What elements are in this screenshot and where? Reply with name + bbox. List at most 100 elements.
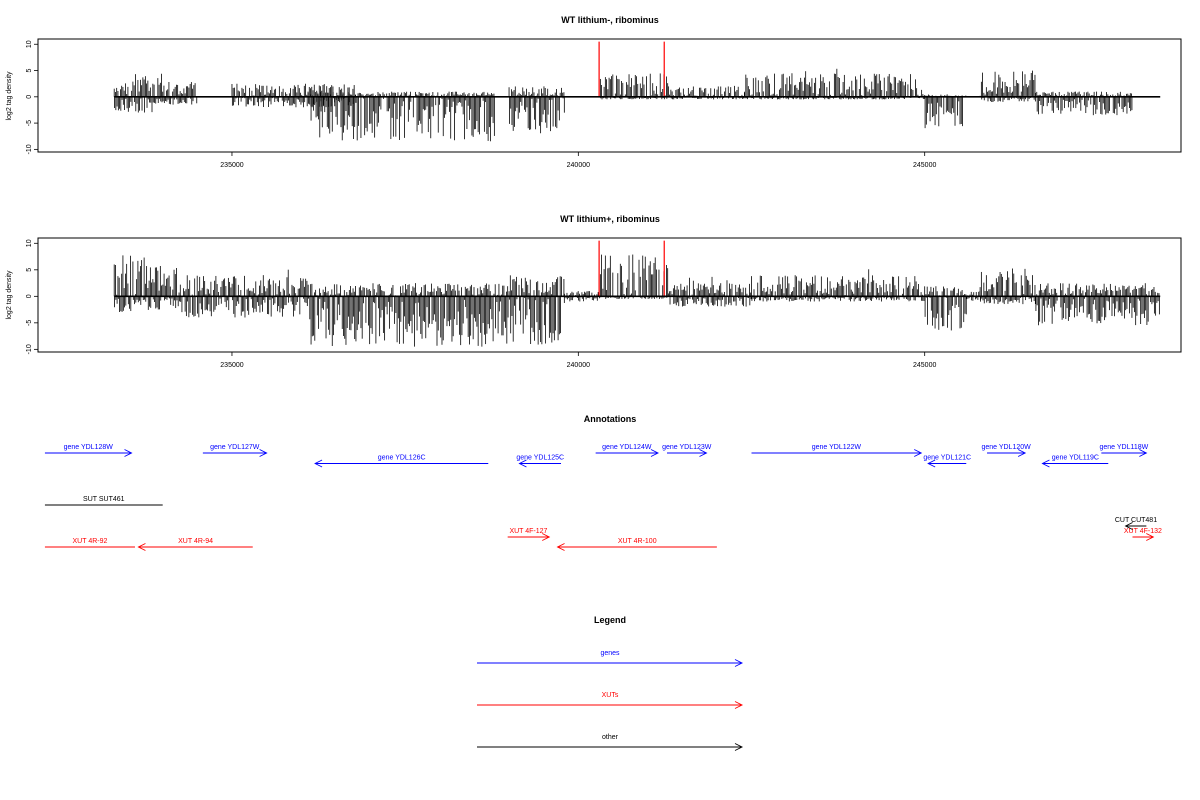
- feature-xut-4f-127: XUT 4F-127: [507, 528, 551, 541]
- legend-label: genes: [600, 650, 620, 657]
- feature-xut-4r-92: XUT 4R-92: [44, 538, 135, 548]
- panel-2-y-axis: -10 -5 0 5 10: [26, 239, 38, 354]
- feature-gene-ydl128w: gene YDL128W: [44, 444, 133, 457]
- panel-1-highlight-lines: [598, 41, 665, 97]
- panel-2-density-bars: [113, 254, 1160, 347]
- y-tick-label: -5: [26, 320, 33, 326]
- feature-gene-ydl120w: gene YDL120W: [981, 444, 1031, 457]
- x-tick-label: 245000: [913, 362, 936, 369]
- arrow-head: [1017, 449, 1027, 457]
- feature-label: gene YDL125C: [516, 455, 564, 462]
- feature-label: XUT 4R-100: [618, 538, 657, 545]
- annotations-track: Annotations gene YDL128W gene YDL127Wgene…: [44, 414, 1162, 551]
- legend: Legend genes XUTs other: [477, 615, 744, 751]
- y-tick-label: -5: [26, 120, 33, 126]
- feature-label: XUT 4R-92: [73, 538, 108, 545]
- density-panel-1: WT lithium-, ribominus log2 tag density …: [6, 15, 1182, 169]
- density-panel-2: WT lithium+, ribominus log2 tag density …: [6, 214, 1182, 369]
- feature-label: SUT SUT461: [83, 496, 125, 503]
- feature-list: gene YDL128W gene YDL127W gene YDL126C gene…: [44, 444, 1162, 551]
- feature-label: gene YDL118W: [1099, 444, 1148, 451]
- arrow-head: [124, 449, 133, 457]
- legend-label: other: [602, 734, 619, 741]
- panel-2-plot-frame: [37, 237, 1182, 353]
- arrow-head: [1124, 522, 1133, 530]
- y-tick-label: 5: [26, 268, 33, 272]
- feature-sut-sut461: SUT SUT461: [44, 496, 163, 506]
- x-tick-label: 240000: [567, 162, 590, 169]
- feature-cut-cut481: CUT CUT481: [1115, 517, 1157, 530]
- legend-item-other: other: [477, 734, 744, 751]
- arrow-head: [259, 449, 268, 457]
- feature-xut-4r-100: XUT 4R-100: [556, 538, 717, 551]
- feature-label: XUT 4F-127: [509, 528, 547, 535]
- panel-2-ylabel: log2 tag density: [6, 270, 13, 320]
- feature-label: gene YDL123W: [662, 444, 712, 451]
- panel-2-x-axis: 235000 240000 245000: [220, 352, 936, 369]
- arrow-head: [542, 533, 551, 541]
- panel-1-y-axis: -10 -5 0 5 10: [26, 40, 38, 154]
- x-tick-label: 235000: [220, 362, 243, 369]
- x-tick-label: 240000: [567, 362, 590, 369]
- panel-1-title: WT lithium-, ribominus: [561, 15, 659, 25]
- arrow-head: [699, 449, 708, 457]
- feature-gene-ydl123w: gene YDL123W: [662, 444, 712, 457]
- feature-gene-ydl125c: gene YDL125C: [516, 455, 564, 468]
- feature-gene-ydl119c: gene YDL119C: [1041, 455, 1109, 468]
- feature-label: gene YDL119C: [1052, 455, 1099, 462]
- panel-2-title: WT lithium+, ribominus: [560, 214, 660, 224]
- legend-label: XUTs: [602, 692, 619, 699]
- feature-xut-4f-132: XUT 4F-132: [1124, 528, 1162, 541]
- y-tick-label: -10: [26, 344, 33, 354]
- legend-arrow-head: [734, 701, 744, 709]
- feature-label: gene YDL121C: [923, 455, 971, 462]
- arrow-head: [518, 459, 527, 468]
- feature-label: gene YDL122W: [812, 444, 862, 451]
- legend-title: Legend: [594, 615, 626, 625]
- arrow-head: [927, 459, 936, 468]
- feature-gene-ydl121c: gene YDL121C: [923, 455, 971, 468]
- y-tick-label: 0: [26, 95, 33, 99]
- feature-gene-ydl118w: gene YDL118W: [1099, 444, 1149, 457]
- x-tick-label: 235000: [220, 162, 243, 169]
- annotations-title: Annotations: [584, 414, 637, 424]
- feature-xut-4r-94: XUT 4R-94: [137, 538, 253, 551]
- y-tick-label: 10: [26, 239, 33, 247]
- arrow-head: [556, 543, 565, 551]
- panel-1-density-bars: [113, 68, 1133, 142]
- panel-1-plot-frame: [37, 38, 1182, 153]
- y-tick-label: 10: [26, 40, 33, 48]
- arrow-head: [1146, 533, 1155, 541]
- legend-arrow-head: [734, 659, 744, 667]
- feature-label: XUT 4R-94: [178, 538, 213, 545]
- panel-1-x-axis: 235000 240000 245000: [220, 152, 936, 169]
- feature-gene-ydl124w: gene YDL124W: [595, 444, 659, 457]
- legend-arrow-head: [734, 743, 744, 751]
- feature-label: gene YDL128W: [64, 444, 114, 451]
- arrow-head: [1041, 459, 1050, 468]
- arrow-head: [914, 449, 923, 457]
- x-tick-label: 245000: [913, 162, 936, 169]
- feature-label: gene YDL124W: [602, 444, 652, 451]
- feature-label: XUT 4F-132: [1124, 528, 1162, 535]
- legend-item-genes: genes: [477, 650, 744, 667]
- feature-gene-ydl126c: gene YDL126C: [314, 455, 489, 468]
- arrow-head: [137, 543, 146, 551]
- panel-1-ylabel: log2 tag density: [6, 71, 13, 121]
- feature-label: gene YDL127W: [210, 444, 260, 451]
- arrow-head: [650, 449, 659, 457]
- legend-item-xuts: XUTs: [477, 692, 744, 709]
- feature-gene-ydl127w: gene YDL127W: [202, 444, 268, 457]
- feature-label: gene YDL120W: [981, 444, 1031, 451]
- arrow-head: [314, 459, 323, 468]
- arrow-head: [1139, 449, 1148, 457]
- feature-label: gene YDL126C: [378, 455, 426, 462]
- y-tick-label: 0: [26, 294, 33, 298]
- y-tick-label: 5: [26, 68, 33, 72]
- y-tick-label: -10: [26, 144, 33, 154]
- panel-2-highlight-lines: [598, 240, 665, 297]
- feature-label: CUT CUT481: [1115, 517, 1157, 524]
- feature-gene-ydl122w: gene YDL122W: [751, 444, 923, 457]
- legend-items: genes XUTs other: [477, 650, 744, 751]
